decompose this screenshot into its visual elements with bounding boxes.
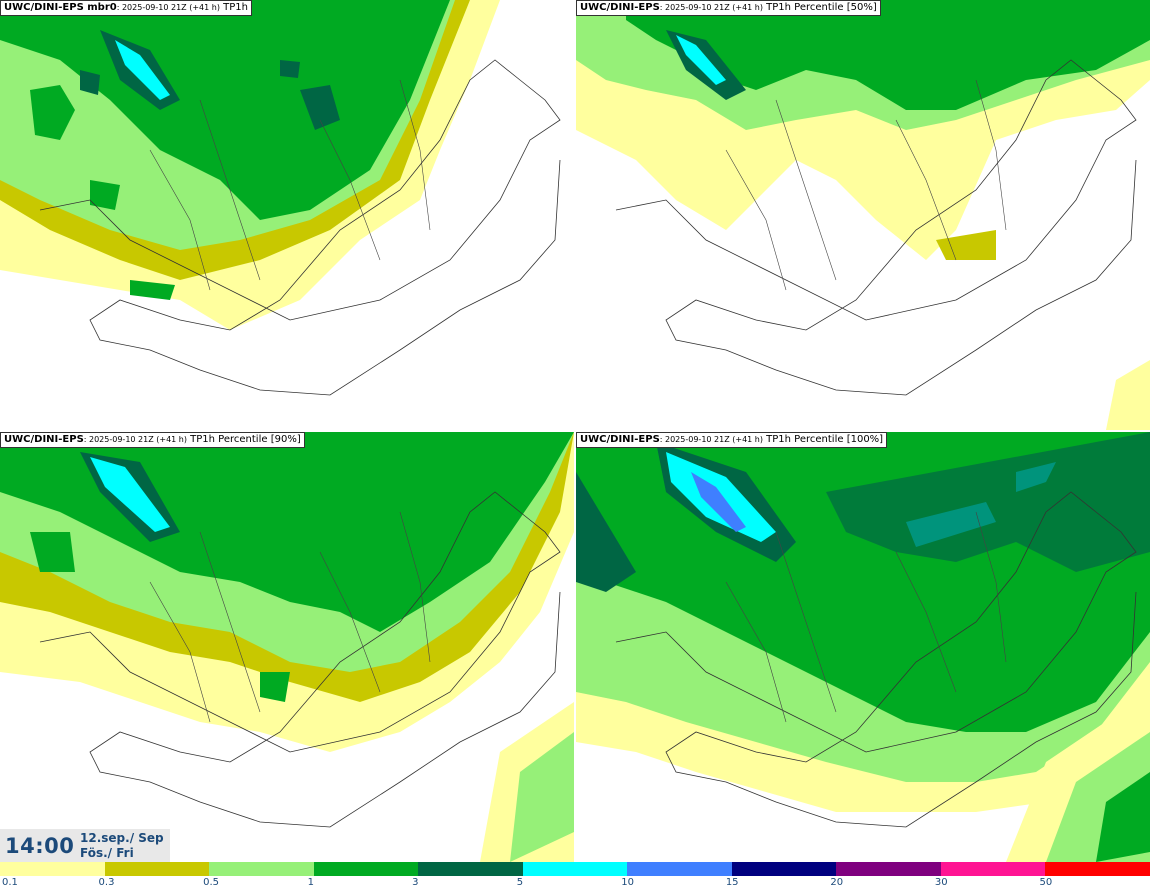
precip-map-mbr0 [0, 0, 561, 396]
legend-label: 0.5 [203, 877, 219, 888]
panel-title: UWC/DINI-EPS: 2025-09-10 21Z (+41 h) TP1… [576, 432, 888, 448]
color-legend [0, 862, 1150, 876]
legend-swatch [836, 862, 941, 876]
legend-label: 3 [412, 877, 419, 888]
legend-swatch [522, 862, 628, 876]
map-panel-mbr0: UWC/DINI-EPS mbr0: 2025-09-10 21Z (+41 h… [0, 0, 574, 430]
legend-label: 20 [830, 877, 844, 888]
valid-date: 12.sep./ Sep [80, 831, 164, 845]
legend-label: 5 [516, 877, 524, 888]
legend-label: 1 [307, 877, 314, 888]
legend-swatch [731, 862, 837, 876]
legend-label: 50 [1039, 877, 1053, 888]
legend-swatch [1045, 862, 1150, 876]
legend-swatch [0, 862, 105, 876]
valid-time: 14:00 [5, 834, 75, 858]
legend-labels: 0.1 0.3 0.5 1 3 5 10 15 20 30 50 [0, 877, 1150, 891]
legend-label: 10 [621, 877, 634, 888]
precip-map-p50 [576, 0, 1150, 430]
legend-label: 0.3 [98, 877, 115, 888]
legend-label: 15 [725, 877, 739, 888]
panel-title: UWC/DINI-EPS: 2025-09-10 21Z (+41 h) TP1… [0, 432, 305, 448]
panel-title: UWC/DINI-EPS mbr0: 2025-09-10 21Z (+41 h… [0, 0, 252, 16]
legend-swatch [940, 862, 1046, 876]
precip-map-p100 [576, 432, 1150, 862]
legend-swatch [627, 862, 732, 876]
legend-swatch [313, 862, 419, 876]
legend-label: 0.1 [2, 877, 18, 888]
valid-time-box: 14:00 12.sep./ Sep Fös./ Fri [0, 829, 170, 862]
legend-swatch [209, 862, 314, 876]
map-panel-p50: UWC/DINI-EPS: 2025-09-10 21Z (+41 h) TP1… [576, 0, 1150, 430]
panel-title: UWC/DINI-EPS: 2025-09-10 21Z (+41 h) TP1… [576, 0, 881, 16]
legend-label: 30 [934, 877, 948, 888]
legend-swatch [418, 862, 523, 876]
map-panel-p100: UWC/DINI-EPS: 2025-09-10 21Z (+41 h) TP1… [576, 432, 1150, 862]
precip-map-p90 [0, 432, 574, 862]
valid-weekday: Fös./ Fri [80, 846, 134, 860]
panel-divider-horizontal [0, 430, 1150, 432]
map-panel-p90: UWC/DINI-EPS: 2025-09-10 21Z (+41 h) TP1… [0, 432, 574, 862]
legend-swatch [104, 862, 210, 876]
